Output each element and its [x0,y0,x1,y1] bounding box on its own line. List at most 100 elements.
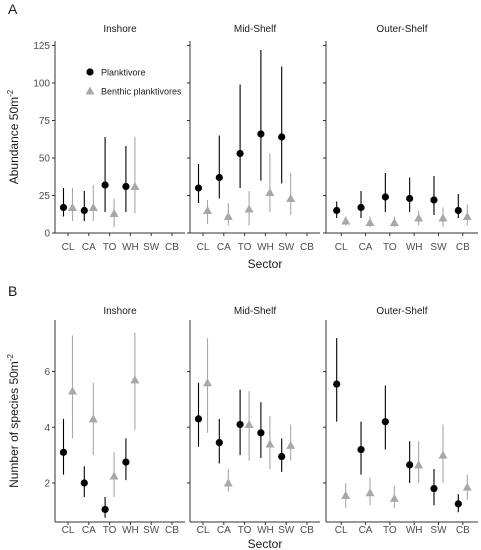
facet-inshore: Inshore 0 25 50 75 100 125 CL CA TO WH SW CB [33,24,185,253]
data-point-benthic [265,439,275,448]
data-point-benthic [389,493,399,502]
x-tick-label: WH [122,525,139,536]
data-point-benthic [68,386,77,395]
data-point-planktivore [357,445,365,454]
y-tick-label: 50 [39,154,51,165]
data-point-benthic [203,378,212,387]
data-point-benthic [438,213,448,222]
x-tick-label: SW [430,525,447,536]
data-point-benthic [130,375,140,384]
data-point-planktivore [80,206,88,215]
data-point-benthic [130,182,140,190]
data-point-benthic [462,482,472,491]
x-tick-label: TO [383,242,397,253]
y-axis-label: Number of species 50m-2 [6,354,21,488]
data-point-benthic [244,419,254,428]
y-axis-label-superscript: -2 [6,89,15,97]
x-axis-label: Sector [248,537,283,550]
data-point-planktivore [59,203,68,212]
y-tick-label: 125 [33,41,50,52]
data-point-planktivore [59,448,68,456]
x-tick-label: WH [406,242,423,253]
y-tick-label: 75 [39,116,51,127]
x-tick-label: CL [335,242,348,253]
data-point-benthic [414,460,424,469]
data-point-benthic [286,194,296,202]
data-point-planktivore [406,194,414,203]
data-point-benthic [341,216,351,225]
x-tick-label: WH [257,525,274,536]
x-axis-label: Sector [248,257,283,271]
data-point-benthic [365,218,375,226]
x-tick-label: CB [300,525,314,536]
y-tick-label: 4 [44,423,50,434]
x-tick-label: CL [62,242,75,253]
data-point-planktivore [381,418,389,426]
data-point-planktivore [236,420,244,429]
data-point-benthic [88,414,98,423]
x-tick-label: CB [456,525,470,536]
data-point-planktivore [454,500,462,508]
data-point-benthic [68,203,77,211]
x-tick-label: CB [456,242,470,253]
x-tick-label: TO [238,242,252,253]
data-point-planktivore [454,206,462,215]
x-tick-label: SW [143,525,160,536]
facet-title: Mid-Shelf [234,24,276,35]
data-point-planktivore [257,130,265,138]
legend-marker-planktivore [86,68,94,76]
data-point-planktivore [406,461,414,469]
data-point-planktivore [194,415,203,423]
y-tick-label: 6 [44,367,50,378]
data-point-planktivore [430,196,438,204]
data-point-planktivore [80,479,88,487]
x-tick-label: TO [383,525,397,536]
data-point-planktivore [122,458,130,466]
data-point-benthic [223,478,233,487]
data-point-planktivore [194,184,203,192]
data-point-planktivore [381,193,389,201]
x-tick-label: SW [278,525,295,536]
data-point-planktivore [215,438,223,447]
x-tick-label: CB [165,525,179,536]
data-point-benthic [88,203,98,211]
panel-b: B Number of species 50m-2 Sector Inshore 2 4 6… [6,283,478,550]
data-point-benthic [462,212,472,220]
x-tick-label: TO [103,525,117,536]
facet-mid-shelf: Mid-Shelf CL CA TO WH SW CB [187,24,320,253]
y-tick-label: 2 [44,478,50,489]
legend: Planktivore Benthic planktivores [85,68,182,97]
facet-outer-shelf: Outer-Shelf CL CA TO WH SW CB [323,306,478,536]
data-point-planktivore [278,133,286,141]
data-point-planktivore [333,380,341,388]
x-tick-label: CL [335,525,348,536]
x-tick-label: TO [238,525,252,536]
data-point-planktivore [236,149,244,158]
data-point-planktivore [257,429,265,437]
data-point-benthic [244,204,254,213]
x-tick-label: SW [143,242,160,253]
y-tick-label: 25 [39,191,51,202]
facet-title: Outer-Shelf [376,24,427,35]
data-point-planktivore [430,484,438,493]
panel-label: A [8,1,18,17]
x-tick-label: CB [165,242,179,253]
y-axis-label: Abundance 50m-2 [6,89,21,184]
legend-label-planktivore: Planktivore [101,68,146,78]
x-tick-label: CA [359,242,373,253]
data-point-benthic [414,213,424,222]
x-tick-label: WH [122,242,139,253]
data-point-benthic [389,218,399,226]
data-point-benthic [203,206,212,214]
x-tick-label: CA [217,242,231,253]
data-point-benthic [341,491,351,500]
y-tick-label: 100 [33,79,50,90]
x-tick-label: CA [82,242,96,253]
x-tick-label: WH [257,242,274,253]
data-point-planktivore [101,505,109,514]
data-point-benthic [438,450,448,459]
data-point-planktivore [357,203,365,212]
y-axis-label-superscript: -2 [6,354,15,362]
x-tick-label: TO [103,242,117,253]
data-point-benthic [109,471,119,480]
